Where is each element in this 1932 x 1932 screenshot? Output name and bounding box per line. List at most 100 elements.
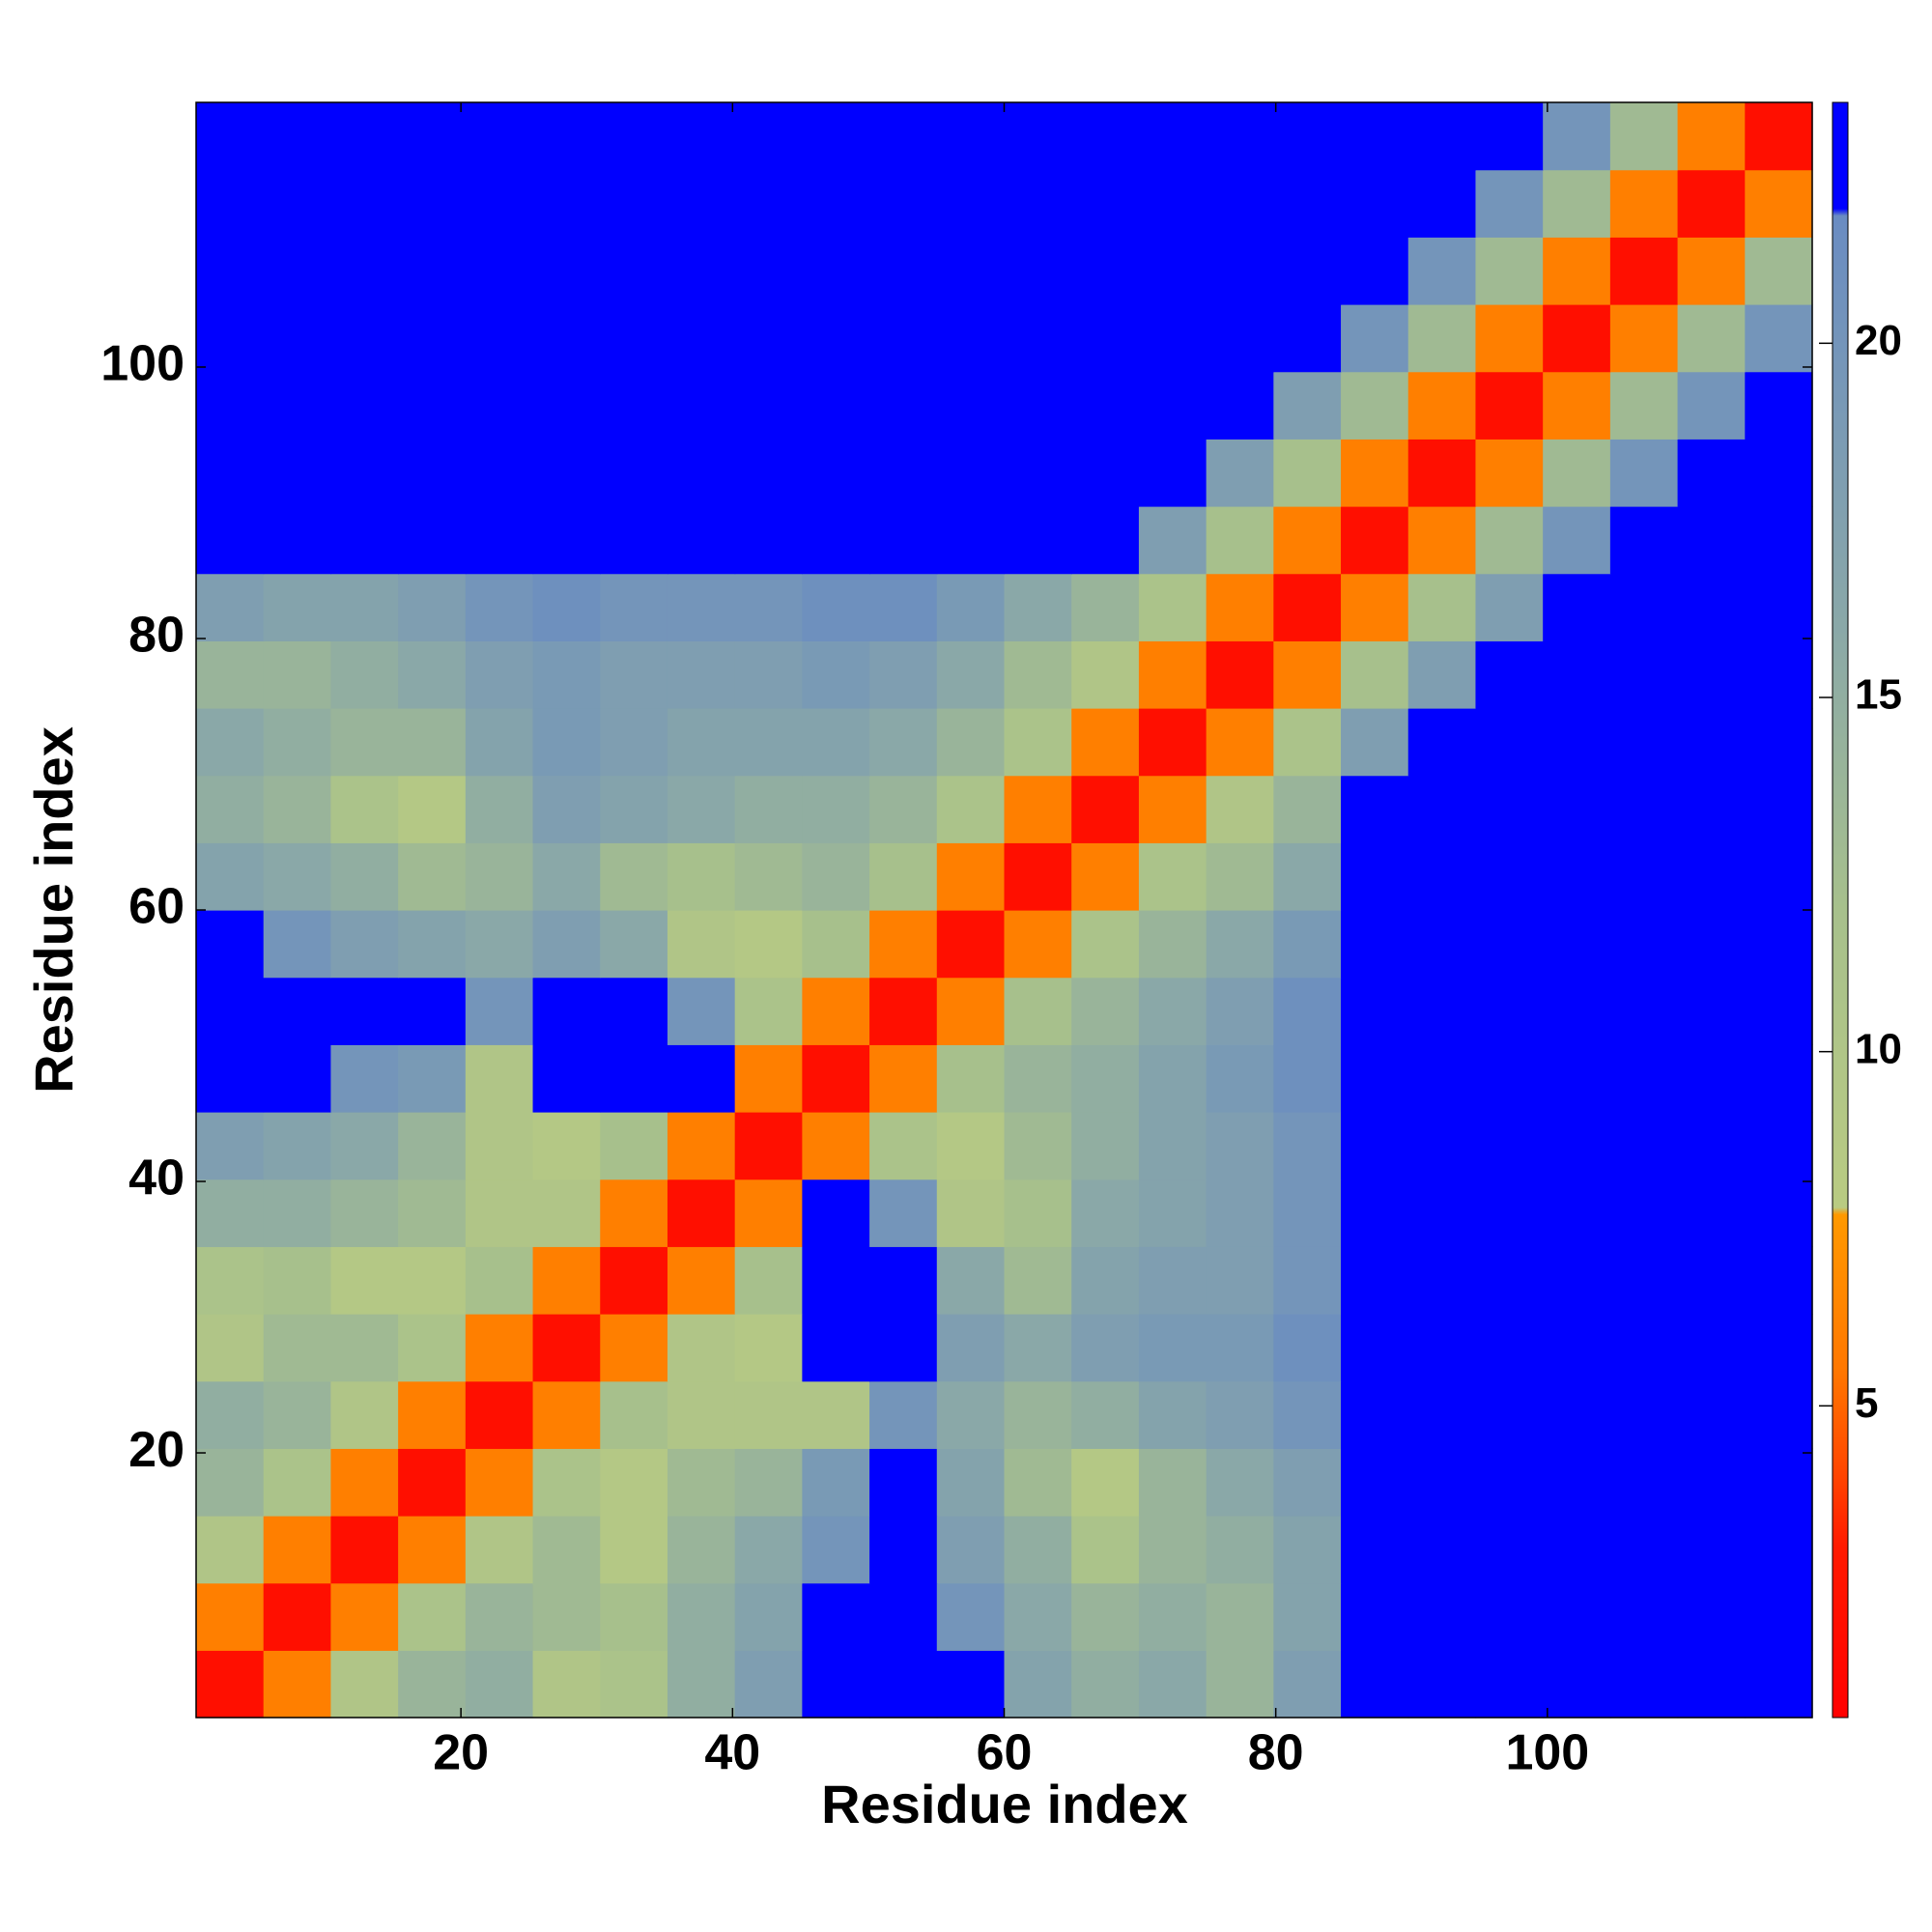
heatmap-cell	[1407, 640, 1477, 709]
heatmap-cell	[1004, 910, 1072, 979]
heatmap-cell	[330, 1246, 399, 1315]
heatmap-cell	[1273, 169, 1342, 238]
heatmap-cell	[1341, 842, 1409, 911]
heatmap-cell	[1745, 1516, 1813, 1584]
heatmap-cell	[1004, 708, 1072, 777]
heatmap-cell	[465, 640, 534, 709]
heatmap-cell	[1138, 102, 1208, 171]
heatmap-cell	[1609, 1314, 1679, 1382]
heatmap-cell	[465, 304, 534, 373]
heatmap-cell	[734, 102, 803, 171]
heatmap-cell	[667, 1516, 736, 1584]
heatmap-cell	[398, 1582, 467, 1651]
heatmap-cell	[936, 977, 1006, 1045]
heatmap-cell	[1273, 237, 1342, 305]
heatmap-cell	[600, 1112, 668, 1180]
heatmap-cell	[936, 169, 1006, 238]
heatmap-cell	[734, 1044, 803, 1113]
heatmap-cell	[263, 1380, 332, 1449]
heatmap-cell	[869, 640, 938, 709]
heatmap-cell	[330, 439, 399, 507]
heatmap-cell	[263, 910, 332, 979]
heatmap-cell	[196, 304, 265, 373]
heatmap-cell	[1273, 1448, 1342, 1517]
heatmap-cell	[1206, 1448, 1274, 1517]
heatmap-cell	[936, 1516, 1006, 1584]
heatmap-cell	[667, 169, 736, 238]
heatmap-cell	[1475, 506, 1544, 575]
x-tick-label: 100	[1505, 1725, 1589, 1781]
heatmap-cell	[1677, 775, 1746, 843]
heatmap-cell	[532, 1246, 601, 1315]
heatmap-cell	[1004, 842, 1072, 911]
heatmap-cell	[398, 439, 467, 507]
heatmap-cell	[1609, 1044, 1679, 1113]
heatmap-cell	[465, 237, 534, 305]
heatmap-cell	[1407, 775, 1477, 843]
heatmap-cell	[600, 439, 668, 507]
heatmap-cell	[1407, 102, 1477, 171]
heatmap-cell	[1206, 1179, 1274, 1247]
heatmap-cell	[802, 842, 870, 911]
heatmap-cell	[1677, 371, 1746, 440]
heatmap-cell	[734, 304, 803, 373]
heatmap-cell	[330, 640, 399, 709]
heatmap-cell	[600, 1650, 668, 1719]
heatmap-cell	[263, 506, 332, 575]
heatmap-cell	[1543, 1448, 1611, 1517]
heatmap-cell	[1071, 640, 1140, 709]
heatmap-cell	[263, 775, 332, 843]
heatmap-cell	[1206, 506, 1274, 575]
heatmap-cell	[1407, 371, 1477, 440]
heatmap-cell	[330, 506, 399, 575]
heatmap-cell	[398, 237, 467, 305]
heatmap-cell	[196, 910, 265, 979]
heatmap-cell	[1475, 1179, 1544, 1247]
heatmap-cell	[1407, 708, 1477, 777]
heatmap-cell	[1206, 842, 1274, 911]
heatmap-cell	[330, 169, 399, 238]
heatmap-cell	[1138, 708, 1208, 777]
heatmap-cell	[936, 1179, 1006, 1247]
heatmap-cell	[600, 371, 668, 440]
heatmap-cell	[532, 371, 601, 440]
heatmap-cell	[1206, 102, 1274, 171]
heatmap-cell	[734, 1314, 803, 1382]
heatmap-cell	[398, 775, 467, 843]
heatmap-cell	[1677, 1314, 1746, 1382]
heatmap-cell	[330, 237, 399, 305]
heatmap-cell	[734, 842, 803, 911]
heatmap-cell	[936, 775, 1006, 843]
heatmap-cell	[1543, 304, 1611, 373]
heatmap-cell	[263, 1179, 332, 1247]
heatmap-cell	[1609, 304, 1679, 373]
heatmap-cell	[802, 1314, 870, 1382]
heatmap-cell	[1475, 304, 1544, 373]
heatmap-cell	[667, 1380, 736, 1449]
heatmap-cell	[936, 1582, 1006, 1651]
heatmap-cell	[465, 1112, 534, 1180]
heatmap-cell	[1341, 573, 1409, 641]
heatmap-cell	[734, 573, 803, 641]
heatmap-cell	[936, 102, 1006, 171]
heatmap-cell	[196, 1314, 265, 1382]
heatmap-cell	[667, 1650, 736, 1719]
heatmap-cell	[869, 842, 938, 911]
heatmap-cell	[1071, 1582, 1140, 1651]
heatmap-cell	[532, 1179, 601, 1247]
heatmap-cell	[1677, 1044, 1746, 1113]
heatmap-cell	[465, 169, 534, 238]
heatmap-cell	[1745, 1179, 1813, 1247]
heatmap-cell	[465, 1246, 534, 1315]
heatmap-cell	[330, 1314, 399, 1382]
heatmap-cell	[1543, 169, 1611, 238]
heatmap-cell	[1004, 1044, 1072, 1113]
heatmap-cell	[1004, 1112, 1072, 1180]
heatmap-cell	[330, 977, 399, 1045]
heatmap-cell	[196, 1112, 265, 1180]
heatmap-cell	[869, 775, 938, 843]
heatmap-cell	[1206, 371, 1274, 440]
heatmap-cell	[1273, 1112, 1342, 1180]
heatmap-cell	[1138, 506, 1208, 575]
heatmap-cell	[1071, 439, 1140, 507]
